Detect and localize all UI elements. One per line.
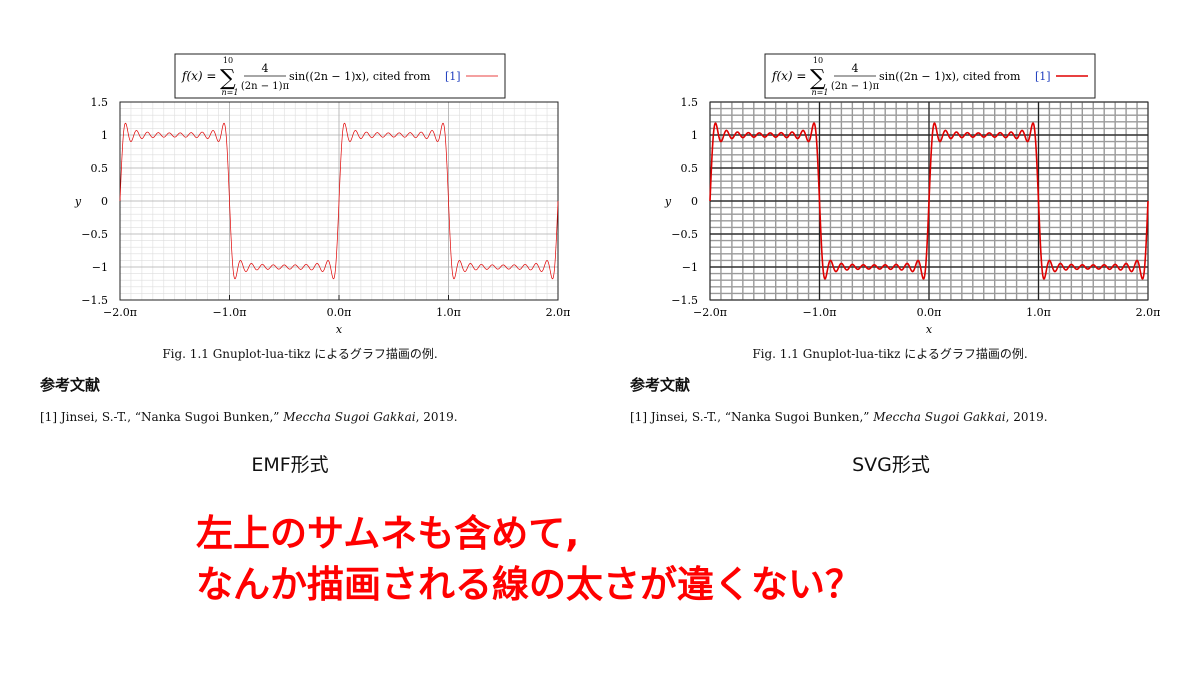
y-tick-label: −1: [682, 261, 698, 274]
x-tick-label: −2.0π: [693, 306, 727, 319]
series-line: [119, 122, 559, 280]
series-line: [709, 122, 1149, 280]
format-label: SVG形式: [852, 454, 930, 476]
y-tick-label: −0.5: [81, 228, 108, 241]
y-tick-label: 0.5: [91, 162, 109, 175]
legend-formula-tail: sin((2n − 1)x), cited from: [289, 70, 431, 83]
sum-upper-limit: 10: [223, 56, 233, 65]
fraction-numerator: 4: [262, 62, 269, 75]
figure-caption: Fig. 1.1 Gnuplot-lua-tikz によるグラフ描画の例.: [752, 347, 1028, 361]
x-axis-label: x: [336, 323, 343, 336]
summation-sign: ∑: [810, 66, 826, 91]
x-tick-label: −2.0π: [103, 306, 137, 319]
format-label: EMF形式: [251, 454, 329, 476]
legend-box: [174, 53, 506, 99]
legend-citation: [1]: [445, 70, 461, 83]
x-axis-label: x: [926, 323, 933, 336]
y-tick-label: 1.5: [91, 96, 109, 109]
y-tick-label: −0.5: [671, 228, 698, 241]
y-tick-label: −1.5: [671, 294, 698, 307]
x-tick-label: 0.0π: [917, 306, 942, 319]
references-heading: 参考文献: [630, 376, 691, 394]
legend-formula-tail: sin((2n − 1)x), cited from: [879, 70, 1021, 83]
comment-line-1: 左上のサムネも含めて,: [196, 512, 580, 555]
x-tick-label: 1.0π: [1026, 306, 1051, 319]
x-tick-label: 0.0π: [327, 306, 352, 319]
sum-upper-limit: 10: [813, 56, 823, 65]
emf-chart: −2.0π −1.0π 0.0π 1.0π 2.0π 1.5 1 0.5 0 −0.5 −1 −1.5…: [74, 53, 571, 336]
sum-lower-limit: n=1: [222, 88, 239, 97]
x-tick-label: −1.0π: [213, 306, 247, 319]
y-tick-label: 0: [101, 195, 108, 208]
legend-citation: [1]: [1035, 70, 1051, 83]
y-tick-label: 1.5: [681, 96, 699, 109]
emf-figure-panel: −2.0π −1.0π 0.0π 1.0π 2.0π 1.5 1 0.5 0 −0.5 −1 −1.5…: [0, 0, 600, 480]
svg-chart: −2.0π −1.0π 0.0π 1.0π 2.0π 1.5 1 0.5 0 −0.5 −1 −1.5…: [664, 53, 1161, 336]
y-tick-label: 0: [691, 195, 698, 208]
legend-box: [764, 53, 1096, 99]
y-axis-label: y: [74, 195, 82, 208]
y-tick-label: 1: [101, 129, 108, 142]
y-tick-label: −1.5: [81, 294, 108, 307]
x-tick-label: 1.0π: [436, 306, 461, 319]
y-tick-label: −1: [92, 261, 108, 274]
legend-formula-lhs: f(x) =: [771, 69, 806, 83]
figure-caption: Fig. 1.1 Gnuplot-lua-tikz によるグラフ描画の例.: [162, 347, 438, 361]
y-tick-label: 0.5: [681, 162, 699, 175]
reference-item: [1] Jinsei, S.-T., “Nanka Sugoi Bunken,”…: [40, 410, 458, 424]
legend-formula-lhs: f(x) =: [181, 69, 216, 83]
sum-lower-limit: n=1: [812, 88, 829, 97]
references-heading: 参考文献: [40, 376, 101, 394]
reference-item: [1] Jinsei, S.-T., “Nanka Sugoi Bunken,”…: [630, 410, 1048, 424]
fraction-denominator: (2n − 1)π: [831, 81, 880, 92]
x-tick-label: −1.0π: [803, 306, 837, 319]
fraction-numerator: 4: [852, 62, 859, 75]
summation-sign: ∑: [220, 66, 236, 91]
comment-line-2: なんか描画される線の太さが違くない？: [196, 563, 862, 606]
y-axis-label: y: [664, 195, 672, 208]
y-tick-label: 1: [691, 129, 698, 142]
fraction-denominator: (2n − 1)π: [241, 81, 290, 92]
svg-figure-panel: −2.0π −1.0π 0.0π 1.0π 2.0π 1.5 1 0.5 0 −0.5 −1 −1.5…: [590, 0, 1190, 480]
x-tick-label: 2.0π: [546, 306, 571, 319]
x-tick-label: 2.0π: [1136, 306, 1161, 319]
